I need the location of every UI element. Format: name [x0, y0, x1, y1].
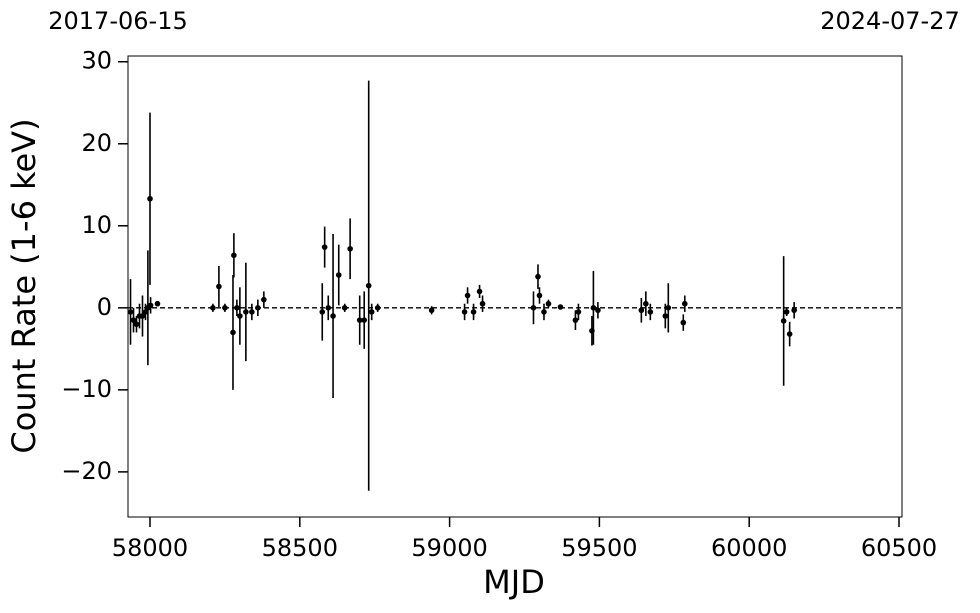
x-tick-label: 59000	[411, 534, 487, 562]
data-point	[255, 305, 261, 311]
data-point	[330, 313, 336, 319]
data-point	[780, 318, 787, 324]
x-axis-label: MJD	[483, 563, 545, 601]
data-point	[530, 305, 537, 311]
data-point	[374, 305, 381, 311]
data-point	[595, 307, 601, 314]
data-point	[321, 244, 328, 250]
y-axis-label: Count Rate (1-6 keV)	[5, 118, 43, 453]
data-point	[234, 305, 240, 311]
data-point	[130, 317, 137, 323]
data-point	[347, 245, 353, 252]
data-point	[643, 300, 649, 307]
top-left-label: 2017-06-15	[48, 7, 187, 35]
data-point	[786, 331, 793, 337]
x-tick-label: 60500	[861, 534, 937, 562]
data-point	[147, 195, 153, 202]
data-point	[249, 309, 255, 315]
x-tick-label: 58000	[112, 534, 188, 562]
data-point	[662, 313, 669, 319]
data-point	[147, 302, 154, 309]
data-point	[536, 292, 543, 299]
data-point	[665, 305, 672, 311]
data-point	[791, 307, 797, 314]
data-point	[142, 309, 149, 315]
y-tick-label: 20	[81, 129, 112, 157]
plot-frame	[127, 55, 903, 518]
data-point	[575, 309, 582, 315]
data-point	[154, 300, 161, 307]
y-tick-label: 0	[97, 293, 112, 321]
data-point	[365, 282, 372, 289]
data-point	[335, 272, 342, 278]
x-tick-label: 58500	[262, 534, 338, 562]
data-point	[133, 321, 140, 328]
data-point	[222, 305, 228, 311]
data-point	[647, 309, 654, 315]
data-point	[461, 309, 468, 315]
y-tick-label: 10	[81, 211, 112, 239]
data-point	[368, 309, 375, 315]
data-point	[139, 313, 146, 319]
data-point	[356, 317, 363, 323]
data-point	[243, 309, 249, 315]
data-point	[590, 305, 597, 311]
data-point	[470, 309, 477, 315]
data-point	[535, 273, 541, 280]
data-point	[216, 283, 222, 290]
data-point	[557, 304, 564, 310]
data-point	[681, 300, 688, 307]
y-tick-label: −10	[61, 375, 112, 403]
data-point	[127, 309, 134, 315]
data-point	[361, 317, 368, 323]
data-point	[428, 307, 435, 314]
data-point	[545, 300, 552, 307]
data-point	[231, 252, 237, 259]
top-right-label: 2024-07-27	[820, 7, 959, 35]
data-point	[476, 288, 483, 295]
y-tick-label: −20	[61, 457, 112, 485]
data-point	[541, 309, 547, 315]
data-point	[319, 309, 326, 315]
x-tick-label: 60000	[711, 534, 787, 562]
data-point	[237, 313, 243, 319]
data-point	[341, 305, 348, 311]
data-point	[783, 309, 790, 315]
data-point	[230, 329, 236, 336]
data-point	[572, 317, 579, 323]
x-tick-label: 59500	[561, 534, 637, 562]
data-point	[479, 300, 486, 307]
data-point	[325, 305, 332, 311]
data-point	[210, 305, 216, 311]
data-point	[680, 319, 687, 326]
data-point	[464, 292, 471, 299]
data-point	[261, 296, 267, 303]
y-tick-label: 30	[81, 47, 112, 75]
data-point	[638, 307, 645, 314]
